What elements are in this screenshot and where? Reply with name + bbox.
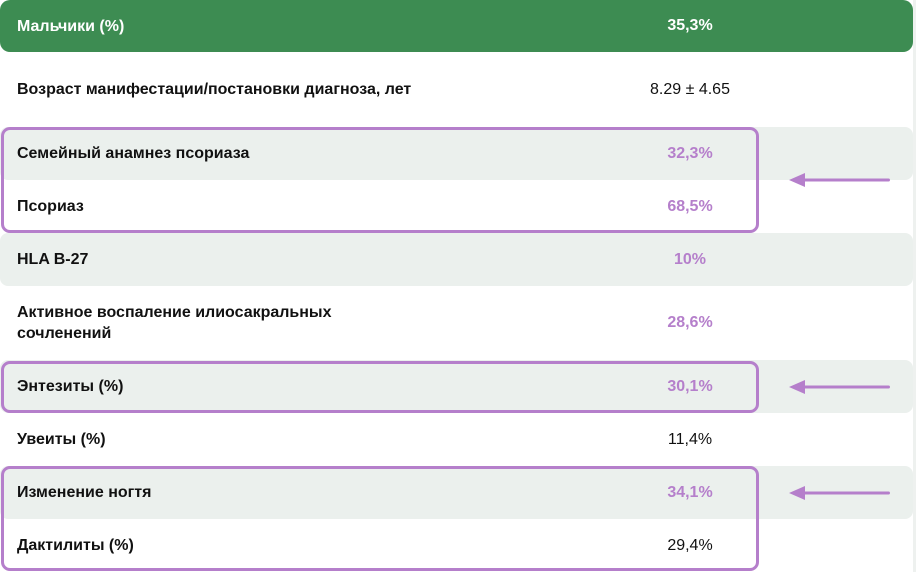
header-label: Мальчики (%): [17, 17, 125, 35]
row-label: Энтезиты (%): [17, 378, 124, 395]
row-value: 29,4%: [667, 536, 713, 554]
row-label: Увеиты (%): [17, 431, 106, 448]
row-label: Активное воспаление илиосакральных сочле…: [17, 304, 332, 342]
arrow-left-icon: [789, 173, 890, 187]
row-label: Псориаз: [17, 198, 84, 215]
row-label: Семейный анамнез псориаза: [17, 145, 250, 162]
table-row: Изменение ногтя 34,1%: [0, 466, 913, 519]
row-value: 8.29 ± 4.65: [650, 80, 730, 98]
row-label: Изменение ногтя: [17, 484, 152, 501]
table-row: Дактилиты (%) 29,4%: [0, 519, 913, 572]
table-row: Возраст манифестации/постановки диагноза…: [0, 52, 913, 127]
row-value: 28,6%: [667, 314, 713, 331]
table-row: Увеиты (%) 11,4%: [0, 413, 913, 466]
arrow-left-icon: [789, 486, 890, 500]
row-value: 11,4%: [667, 430, 713, 448]
header-value: 35,3%: [667, 17, 713, 34]
table-row: Энтезиты (%) 30,1%: [0, 360, 913, 413]
row-value: 68,5%: [667, 197, 713, 215]
table-row: Псориаз 68,5%: [0, 180, 913, 233]
table-header-row: Мальчики (%) 35,3%: [0, 0, 913, 52]
row-value: 10%: [673, 250, 707, 268]
row-value: 34,1%: [667, 483, 713, 501]
row-label: HLA B-27: [17, 251, 89, 268]
row-value: 30,1%: [667, 377, 713, 395]
row-label: Дактилиты (%): [17, 537, 134, 554]
row-label: Возраст манифестации/постановки диагноза…: [17, 81, 412, 98]
table-row: Активное воспаление илиосакральных сочле…: [0, 286, 913, 360]
table-row: HLA B-27 10%: [0, 233, 913, 286]
arrow-left-icon: [789, 380, 890, 394]
row-value: 32,3%: [667, 144, 713, 162]
table-row: Семейный анамнез псориаза 32,3%: [0, 127, 913, 180]
